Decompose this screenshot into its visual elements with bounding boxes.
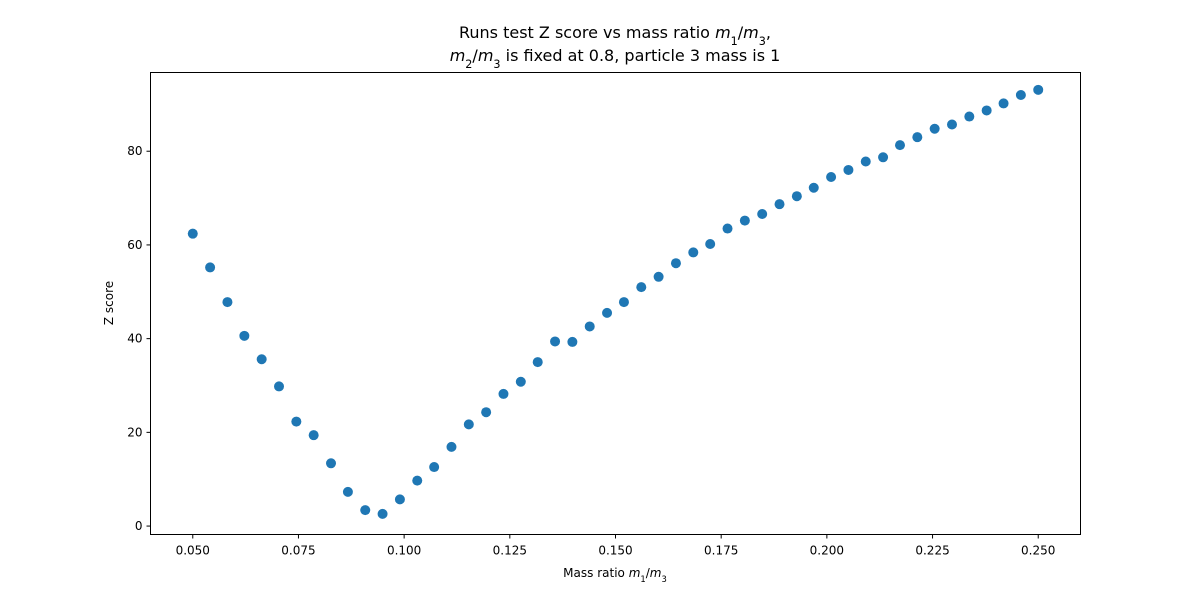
data-point <box>239 330 250 341</box>
y-axis-label: Z score <box>102 281 116 325</box>
data-point <box>567 336 578 347</box>
data-point <box>826 171 837 182</box>
x-tick-label: 0.050 <box>176 544 210 558</box>
data-point <box>1015 89 1026 100</box>
data-point <box>860 156 871 167</box>
data-point <box>481 407 492 418</box>
text-run: m <box>478 46 494 65</box>
data-point <box>205 262 216 273</box>
x-tick-label: 0.175 <box>704 544 738 558</box>
data-point <box>688 247 699 258</box>
data-point <box>705 238 716 249</box>
data-point <box>791 191 802 202</box>
data-point <box>722 223 733 234</box>
data-point <box>894 140 905 151</box>
x-axis-label: Mass ratio m1/m3 <box>563 566 667 584</box>
data-point <box>342 486 353 497</box>
subscript-text: 3 <box>759 35 766 48</box>
chart-title-line: m2/m3 is fixed at 0.8, particle 3 mass i… <box>450 46 781 71</box>
data-point <box>964 111 975 122</box>
data-point <box>584 321 595 332</box>
plot-area <box>150 72 1081 535</box>
data-point <box>291 416 302 427</box>
data-point <box>618 297 629 308</box>
x-tick-label: 0.225 <box>915 544 949 558</box>
data-point <box>187 228 198 239</box>
y-tick-label: 20 <box>127 425 142 439</box>
text-run: , <box>766 23 771 42</box>
x-tick-label: 0.125 <box>493 544 527 558</box>
text-run: m <box>650 566 662 580</box>
data-point <box>981 105 992 116</box>
text-run: is fixed at 0.8, particle 3 mass is 1 <box>501 46 781 65</box>
y-tick-label: 40 <box>127 332 142 346</box>
subscript-text: 2 <box>465 58 472 71</box>
x-tick-label: 0.100 <box>387 544 421 558</box>
data-point <box>308 430 319 441</box>
data-point <box>808 182 819 193</box>
data-point <box>274 381 285 392</box>
data-point <box>602 307 613 318</box>
y-tick-label: 0 <box>135 519 143 533</box>
y-tick-label: 60 <box>127 238 142 252</box>
text-run: / <box>472 46 478 65</box>
text-run: Runs test Z score vs mass ratio <box>459 23 715 42</box>
data-point <box>774 199 785 210</box>
data-point <box>515 376 526 387</box>
x-axis: 0.050 0.075 0.100 0.125 0.150 0.175 0.200 0.225… <box>176 534 1055 558</box>
text-run: m <box>629 566 641 580</box>
data-points <box>187 84 1044 519</box>
text-run: m <box>450 46 466 65</box>
chart-title: Runs test Z score vs mass ratio m1/m3,m2… <box>450 23 781 71</box>
text-run: / <box>738 23 744 42</box>
subscript-text: 3 <box>493 58 500 71</box>
x-tick-label: 0.250 <box>1021 544 1055 558</box>
y-tick-label: 80 <box>127 144 142 158</box>
x-tick-label: 0.200 <box>810 544 844 558</box>
data-point <box>739 215 750 226</box>
data-point <box>1033 84 1044 95</box>
data-point <box>463 419 474 430</box>
data-point <box>532 357 543 368</box>
data-point <box>843 164 854 175</box>
data-point <box>377 508 388 519</box>
data-point <box>998 98 1009 109</box>
data-point <box>412 475 423 486</box>
x-tick-label: 0.075 <box>281 544 315 558</box>
chart-title-line: Runs test Z score vs mass ratio m1/m3, <box>459 23 771 48</box>
data-point <box>429 462 440 473</box>
subscript-text: 1 <box>731 35 738 48</box>
data-point <box>394 494 405 505</box>
data-point <box>446 441 457 452</box>
x-tick-label: 0.150 <box>598 544 632 558</box>
text-run: Mass ratio <box>563 566 629 580</box>
data-point <box>757 209 768 220</box>
data-point <box>912 132 923 143</box>
data-point <box>929 123 940 134</box>
data-point <box>946 119 957 130</box>
data-point <box>498 388 509 399</box>
data-point <box>636 282 647 293</box>
axes-frame <box>150 72 1081 535</box>
data-point <box>360 505 371 516</box>
subscript-text: 1 <box>640 574 645 584</box>
text-run: m <box>743 23 759 42</box>
data-point <box>670 258 681 269</box>
data-point <box>256 354 267 365</box>
data-point <box>222 297 233 308</box>
text-run: / <box>646 566 651 580</box>
data-point <box>326 458 337 469</box>
y-axis: 0 20 40 60 80 <box>127 144 151 533</box>
data-point <box>878 152 889 163</box>
data-point <box>653 271 664 282</box>
data-point <box>550 336 561 347</box>
text-run: m <box>715 23 731 42</box>
subscript-text: 3 <box>661 574 666 584</box>
